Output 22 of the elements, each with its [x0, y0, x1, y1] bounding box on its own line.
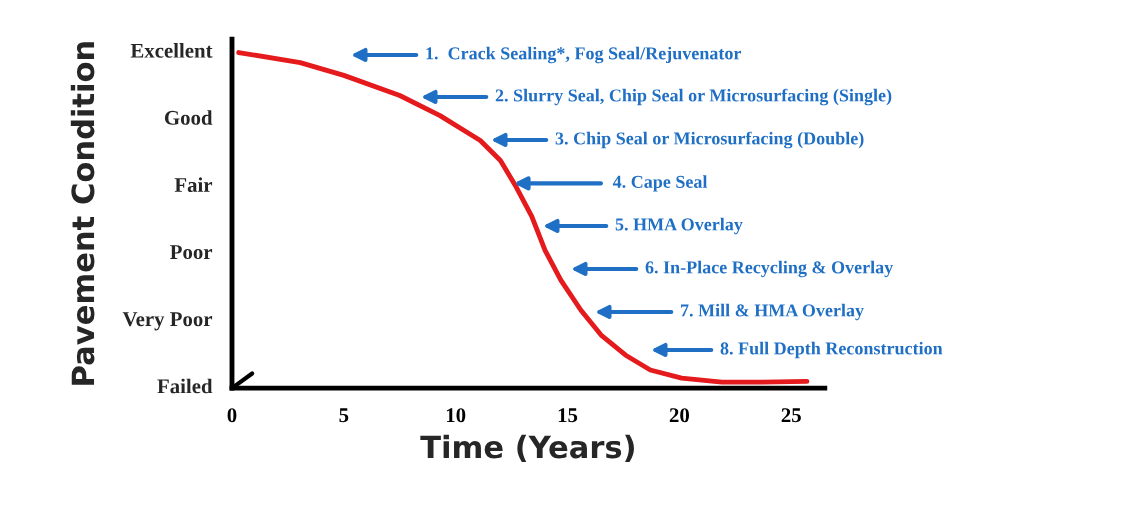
- text: Good: [164, 110, 213, 125]
- x-tick-label: 20: [669, 408, 690, 423]
- x-tick-label: 5: [339, 408, 349, 423]
- x-tick-label: 0: [227, 408, 237, 423]
- annotation: 6. In-Place Recycling & Overlay: [645, 260, 894, 278]
- x-tick-label: 25: [781, 408, 801, 423]
- annotation: 2. Slurry Seal, Chip Seal or Microsurfacing (Single): [495, 88, 892, 106]
- x-tick-label: 15: [558, 408, 578, 423]
- text: Excellent: [130, 43, 213, 58]
- text: Poor: [170, 245, 213, 260]
- text: Very Poor: [122, 312, 213, 331]
- x-axis-title: Time (Years): [420, 434, 634, 463]
- text: Fair: [174, 177, 213, 192]
- x-tick-label: 10: [446, 408, 466, 423]
- annotation: 8. Full Depth Reconstruction: [720, 341, 943, 359]
- annotation: 7. Mill & HMA Overlay: [681, 303, 864, 321]
- annotation: 3. Chip Seal or Microsurfacing (Double): [555, 131, 864, 149]
- annotation: 5. HMA Overlay: [615, 217, 743, 235]
- text: Failed: [157, 378, 213, 394]
- y-axis-title: Pavement Condition: [70, 42, 95, 385]
- annotation: 4. Cape Seal: [612, 175, 708, 192]
- annotation: 1. Crack Sealing*, Fog Seal/Rejuvenator: [426, 46, 742, 64]
